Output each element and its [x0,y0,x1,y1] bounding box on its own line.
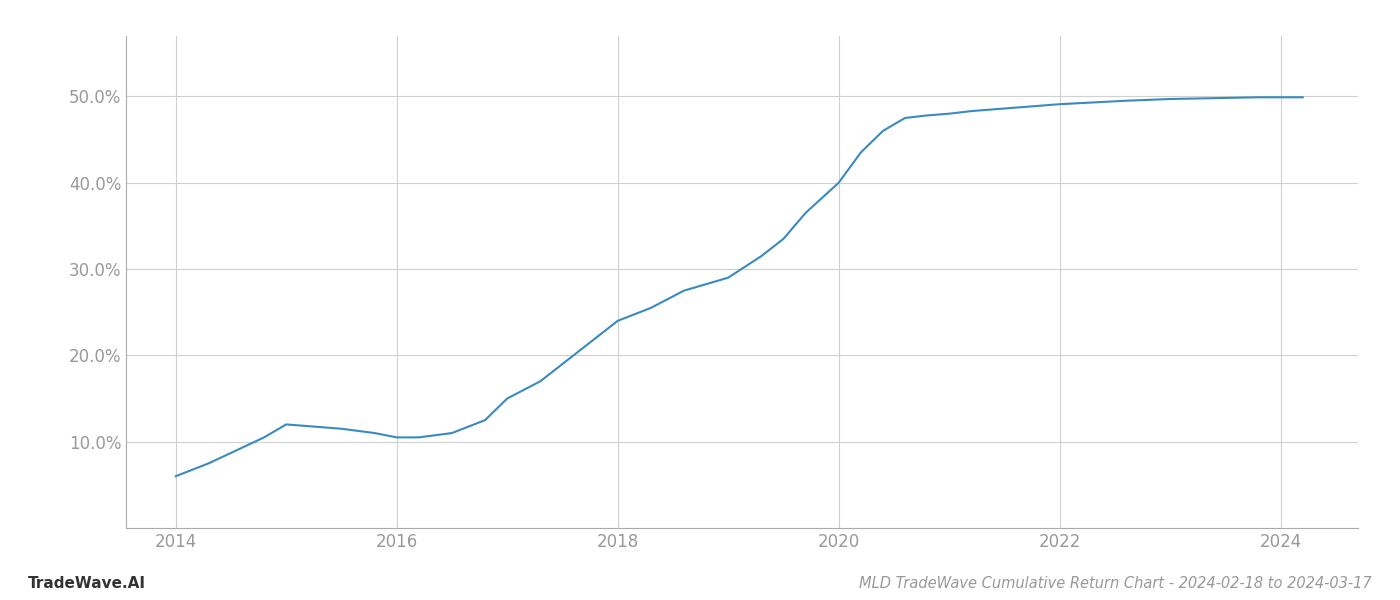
Text: TradeWave.AI: TradeWave.AI [28,576,146,591]
Text: MLD TradeWave Cumulative Return Chart - 2024-02-18 to 2024-03-17: MLD TradeWave Cumulative Return Chart - … [860,576,1372,591]
